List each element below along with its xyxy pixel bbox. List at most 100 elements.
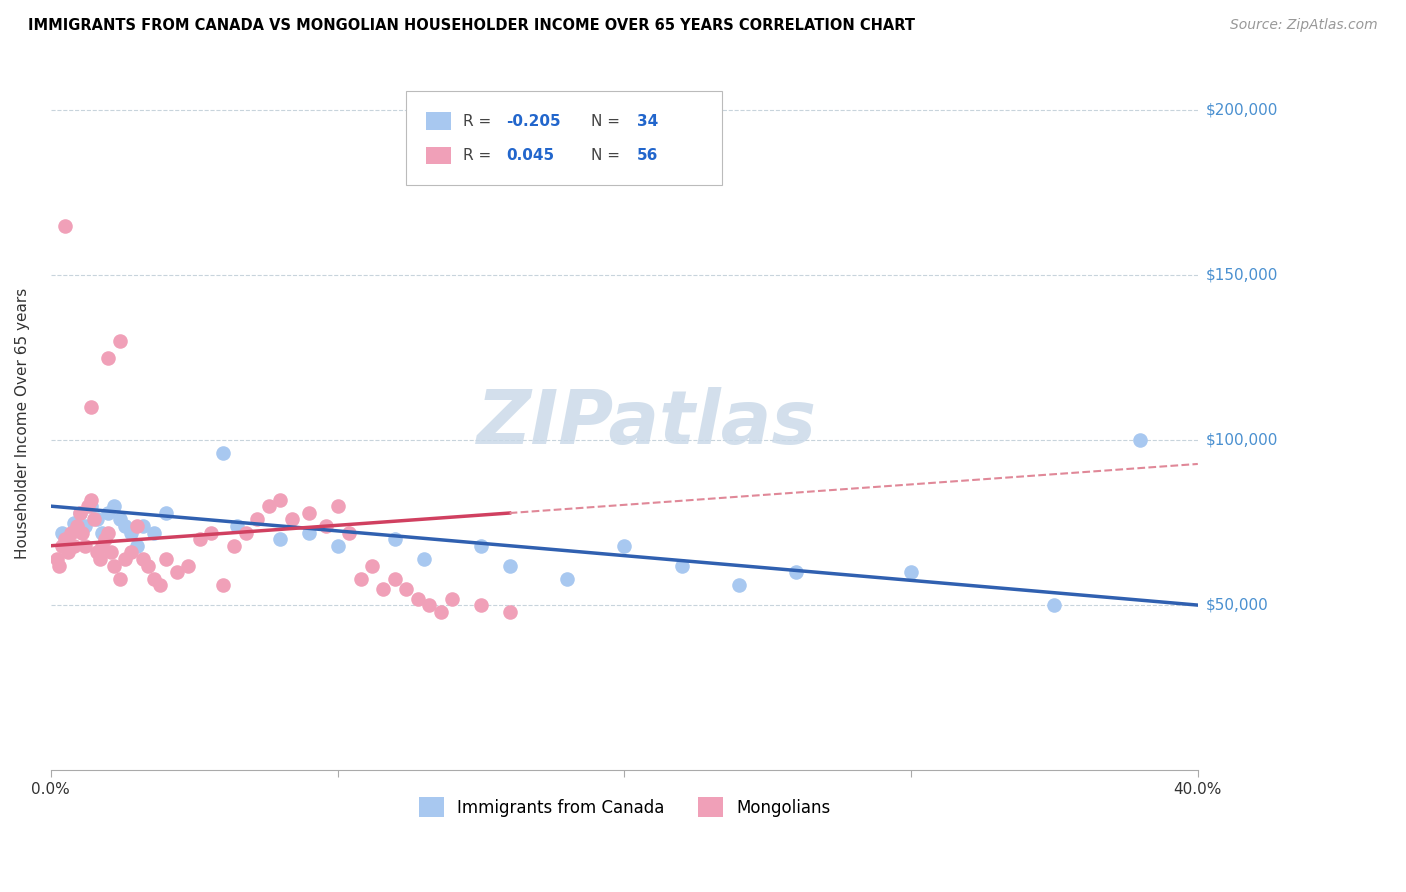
Point bbox=[498, 558, 520, 573]
Point bbox=[269, 532, 291, 546]
FancyBboxPatch shape bbox=[406, 91, 721, 185]
Text: $50,000: $50,000 bbox=[1206, 598, 1268, 613]
Point bbox=[155, 552, 177, 566]
Point bbox=[51, 525, 73, 540]
Text: R =: R = bbox=[463, 113, 496, 128]
Point bbox=[48, 558, 70, 573]
Point bbox=[418, 598, 440, 612]
Point bbox=[62, 516, 84, 530]
Point bbox=[108, 572, 131, 586]
Point bbox=[108, 512, 131, 526]
Point bbox=[97, 506, 120, 520]
FancyBboxPatch shape bbox=[426, 112, 451, 129]
Point bbox=[80, 499, 103, 513]
Point bbox=[384, 572, 406, 586]
Text: 0.045: 0.045 bbox=[506, 148, 554, 163]
Point bbox=[280, 512, 302, 526]
Point bbox=[900, 565, 922, 579]
Point bbox=[120, 545, 142, 559]
Point bbox=[555, 572, 578, 586]
Point bbox=[412, 552, 434, 566]
Text: $100,000: $100,000 bbox=[1206, 433, 1278, 448]
Point bbox=[72, 525, 94, 540]
Point bbox=[298, 506, 321, 520]
Point bbox=[80, 492, 103, 507]
Point bbox=[62, 539, 84, 553]
Point bbox=[80, 401, 103, 415]
Point bbox=[120, 525, 142, 540]
Point bbox=[226, 519, 249, 533]
Point bbox=[326, 499, 349, 513]
FancyBboxPatch shape bbox=[426, 147, 451, 164]
Text: 56: 56 bbox=[637, 148, 658, 163]
Point bbox=[315, 519, 337, 533]
Point bbox=[269, 492, 291, 507]
Point bbox=[100, 545, 122, 559]
Point bbox=[86, 512, 108, 526]
Point bbox=[97, 525, 120, 540]
Point bbox=[59, 525, 82, 540]
Point bbox=[349, 572, 371, 586]
Point bbox=[66, 519, 89, 533]
Text: ZIPatlas: ZIPatlas bbox=[477, 387, 817, 460]
Point bbox=[56, 545, 79, 559]
Point bbox=[56, 539, 79, 553]
Text: 34: 34 bbox=[637, 113, 658, 128]
Point bbox=[395, 582, 418, 596]
Point bbox=[69, 506, 91, 520]
Point bbox=[103, 558, 125, 573]
Point bbox=[1043, 598, 1066, 612]
Point bbox=[155, 506, 177, 520]
Point bbox=[671, 558, 693, 573]
Point bbox=[441, 591, 464, 606]
Text: $150,000: $150,000 bbox=[1206, 268, 1278, 283]
Point bbox=[114, 552, 136, 566]
Point bbox=[89, 552, 111, 566]
Point bbox=[177, 558, 200, 573]
Point bbox=[326, 539, 349, 553]
Point bbox=[97, 351, 120, 365]
Point bbox=[143, 525, 166, 540]
Point bbox=[77, 499, 100, 513]
Point bbox=[337, 525, 360, 540]
Point bbox=[83, 512, 105, 526]
Point bbox=[470, 539, 492, 553]
Point bbox=[470, 598, 492, 612]
Point bbox=[166, 565, 188, 579]
Text: R =: R = bbox=[463, 148, 496, 163]
Point bbox=[373, 582, 395, 596]
Text: $200,000: $200,000 bbox=[1206, 103, 1278, 118]
Point bbox=[200, 525, 222, 540]
Point bbox=[361, 558, 384, 573]
Point bbox=[212, 446, 235, 460]
Point bbox=[298, 525, 321, 540]
Text: -0.205: -0.205 bbox=[506, 113, 561, 128]
Point bbox=[125, 539, 148, 553]
Point bbox=[613, 539, 636, 553]
Point bbox=[1129, 434, 1152, 448]
Point bbox=[384, 532, 406, 546]
Point bbox=[75, 539, 97, 553]
Point bbox=[53, 219, 76, 233]
Point bbox=[69, 506, 91, 520]
Point bbox=[246, 512, 269, 526]
Point bbox=[136, 558, 159, 573]
Point bbox=[75, 519, 97, 533]
Point bbox=[114, 519, 136, 533]
Point bbox=[94, 532, 117, 546]
Legend: Immigrants from Canada, Mongolians: Immigrants from Canada, Mongolians bbox=[412, 790, 837, 824]
Point bbox=[257, 499, 280, 513]
Text: IMMIGRANTS FROM CANADA VS MONGOLIAN HOUSEHOLDER INCOME OVER 65 YEARS CORRELATION: IMMIGRANTS FROM CANADA VS MONGOLIAN HOUS… bbox=[28, 18, 915, 33]
Point bbox=[212, 578, 235, 592]
Text: N =: N = bbox=[591, 113, 624, 128]
Point bbox=[103, 499, 125, 513]
Point bbox=[143, 572, 166, 586]
Point bbox=[235, 525, 257, 540]
Text: Source: ZipAtlas.com: Source: ZipAtlas.com bbox=[1230, 18, 1378, 32]
Point bbox=[728, 578, 751, 592]
Point bbox=[224, 539, 246, 553]
Point bbox=[108, 334, 131, 349]
Text: N =: N = bbox=[591, 148, 624, 163]
Point bbox=[149, 578, 172, 592]
Point bbox=[125, 519, 148, 533]
